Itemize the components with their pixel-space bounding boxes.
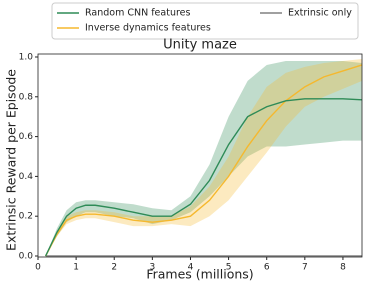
y-tick-label: 0.0 xyxy=(19,252,34,262)
confidence-band xyxy=(45,60,362,257)
confidence-band xyxy=(45,58,362,257)
x-tick-label: 5 xyxy=(226,263,232,273)
y-tick-label: 0.2 xyxy=(19,212,33,222)
legend-box xyxy=(51,2,359,40)
series-line xyxy=(45,64,363,257)
y-tick-label: 1.0 xyxy=(19,52,34,62)
y-tick-label: 0.4 xyxy=(19,172,34,182)
x-tick-label: 7 xyxy=(302,263,308,273)
x-tick-label: 3 xyxy=(149,263,155,273)
x-tick-label: 8 xyxy=(340,263,346,273)
x-tick-label: 4 xyxy=(188,263,194,273)
x-axis-label: Frames (millions) xyxy=(146,267,253,282)
x-tick-label: 2 xyxy=(111,263,117,273)
chart-title: Unity maze xyxy=(163,38,237,53)
legend-label: Random CNN features xyxy=(85,8,191,19)
legend-label: Inverse dynamics features xyxy=(85,23,211,34)
series-line xyxy=(44,98,363,257)
plot-frame xyxy=(37,53,363,258)
x-tick-label: 6 xyxy=(264,263,270,273)
y-tick-label: 0.8 xyxy=(19,92,34,102)
legend-label: Extrinsic only xyxy=(288,8,352,19)
y-tick-label: 0.6 xyxy=(19,132,34,142)
x-tick-label: 1 xyxy=(73,263,79,273)
x-tick-label: 0 xyxy=(35,263,41,273)
y-axis-label: Extrinsic Reward per Episode xyxy=(4,69,19,251)
